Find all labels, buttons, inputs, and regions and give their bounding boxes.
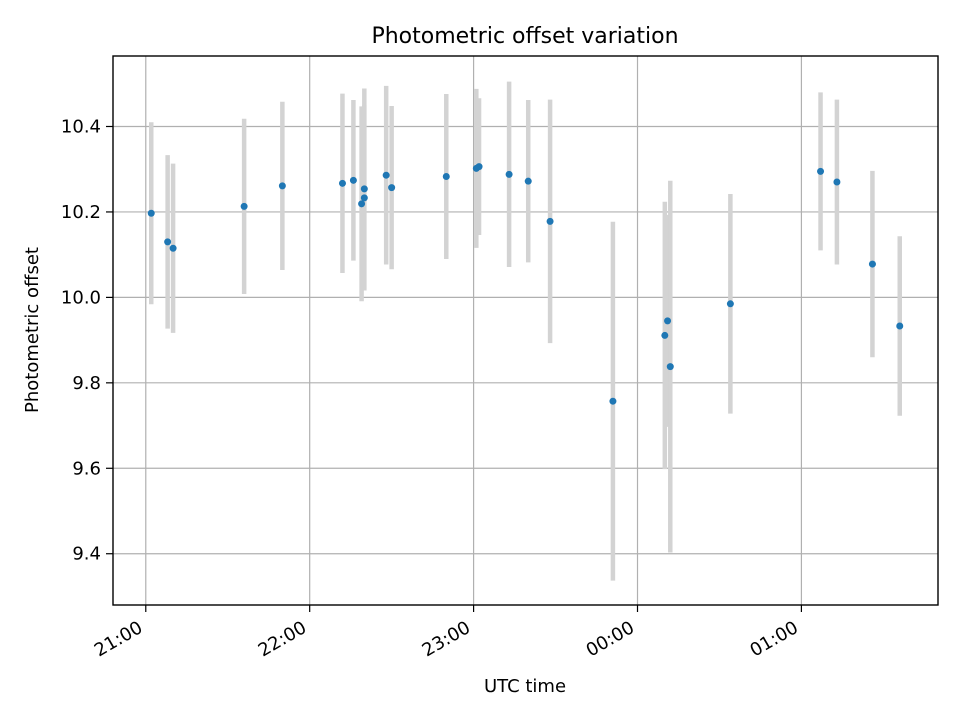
y-tick-label: 10.0 <box>61 287 101 308</box>
y-tick-label: 9.6 <box>72 458 101 479</box>
data-point <box>817 167 825 175</box>
data-point <box>524 177 532 185</box>
data-point <box>475 163 483 171</box>
data-point <box>868 260 876 268</box>
y-axis-ticks: 9.4 9.6 9.8 10.0 10.2 10.4 <box>61 116 113 565</box>
data-point <box>546 217 554 225</box>
data-point <box>360 194 368 202</box>
data-point <box>442 172 450 180</box>
y-tick-label: 9.4 <box>72 544 101 565</box>
data-point <box>609 397 617 405</box>
data-point <box>833 178 841 186</box>
x-axis-label: UTC time <box>484 676 566 697</box>
y-tick-label: 9.8 <box>72 373 101 394</box>
data-points <box>147 163 904 405</box>
chart-title: Photometric offset variation <box>371 24 678 49</box>
data-point <box>382 171 390 179</box>
data-point <box>278 182 286 190</box>
data-point <box>338 179 346 187</box>
data-point <box>664 317 672 325</box>
y-axis-label: Photometric offset <box>22 247 43 413</box>
grid <box>113 56 938 605</box>
data-point <box>169 244 177 252</box>
data-point <box>666 363 674 371</box>
data-point <box>358 200 366 208</box>
data-point <box>147 209 155 217</box>
data-point <box>505 170 513 178</box>
data-point <box>360 185 368 193</box>
data-point <box>349 176 357 184</box>
data-point <box>726 300 734 308</box>
data-point <box>661 331 669 339</box>
data-point <box>388 184 396 192</box>
data-point <box>164 238 172 246</box>
plot-frame <box>112 55 939 606</box>
data-point <box>240 202 248 210</box>
y-tick-label: 10.4 <box>61 116 101 137</box>
y-tick-label: 10.2 <box>61 202 101 223</box>
data-point <box>896 322 904 330</box>
